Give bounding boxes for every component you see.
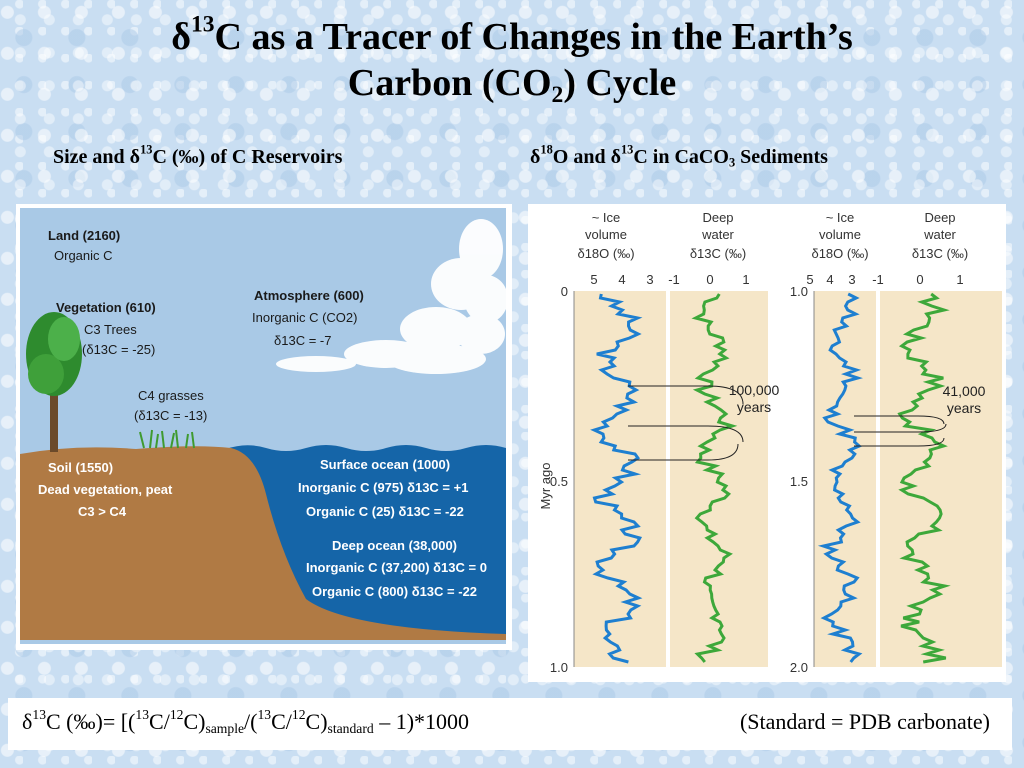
o18-tick: 3 (646, 272, 653, 287)
cycle-arrow (854, 415, 945, 425)
ice-label-2: volume (585, 227, 627, 242)
o18-tick: 5 (590, 272, 597, 287)
ice-label-2: volume (819, 227, 861, 242)
records-diagram: ~ Ice volume δ18O (‰) Deep water δ13C (‰… (528, 204, 1006, 682)
reservoirs-panel: Land (2160) Organic C Vegetation (610) C… (16, 204, 512, 650)
c4-line-1: C4 grasses (138, 388, 204, 403)
y-tick: 0.5 (550, 474, 568, 489)
deep-label-1: Deep (702, 210, 733, 225)
atmosphere-line-1: Inorganic C (CO2) (252, 310, 357, 325)
y-tick: 2.0 (790, 660, 808, 675)
y-axis-label: Myr ago (538, 463, 553, 510)
c13-curve (691, 293, 738, 663)
atmosphere-title: Atmosphere (600) (254, 288, 364, 303)
cycle-arrow (628, 443, 739, 461)
annotation-41k-2: years (947, 400, 981, 416)
surface-ocean-line-2: Organic C (25) δ13C = -22 (306, 504, 464, 519)
vegetation-line-1: C3 Trees (84, 322, 137, 337)
y-tick: 1.0 (550, 660, 568, 675)
cycle-arrow (854, 423, 947, 433)
records-panel: ~ Ice volume δ18O (‰) Deep water δ13C (‰… (528, 204, 1006, 682)
deep-label-2: water (701, 227, 734, 242)
land-sub: Organic C (54, 248, 113, 263)
soil-line-2: Dead vegetation, peat (38, 482, 173, 497)
vegetation-line-2: (δ13C = -25) (82, 342, 155, 357)
atmosphere-line-2: δ13C = -7 (274, 333, 331, 348)
annotation-41k-1: 41,000 (943, 383, 986, 399)
formula-box: δ13C (‰)= [(13C/12C)sample/(13C/12C)stan… (8, 698, 1012, 750)
deep-label-3: δ13C (‰) (690, 246, 746, 261)
o18-track-bg (814, 291, 876, 667)
c13-curve (897, 292, 951, 664)
delta-formula: δ13C (‰)= [(13C/12C)sample/(13C/12C)stan… (22, 706, 470, 737)
deep-ocean-line-2: Organic C (800) δ13C = -22 (312, 584, 477, 599)
reservoirs-diagram: Land (2160) Organic C Vegetation (610) C… (16, 204, 512, 650)
title-line-1: δ13C as a Tracer of Changes in the Earth… (171, 11, 853, 58)
soil-line-3: C3 > C4 (78, 504, 127, 519)
o18-curve (817, 292, 863, 663)
y-tick: 1.0 (790, 284, 808, 299)
soil-line-1: Soil (1550) (48, 460, 113, 475)
y-tick: 1.5 (790, 474, 808, 489)
surface-ocean-title: Surface ocean (1000) (320, 457, 450, 472)
o18-track-bg (574, 291, 666, 667)
c13-tick: 1 (956, 272, 963, 287)
o18-tick: 4 (826, 272, 833, 287)
annotation-100k-1: 100,000 (729, 382, 780, 398)
c13-tick: 0 (706, 272, 713, 287)
cycle-arrow (628, 425, 744, 443)
grass-icon (139, 429, 195, 449)
title-line-2: Carbon (CO2) Cycle (347, 62, 677, 109)
annotation-100k-2: years (737, 399, 771, 415)
cycle-arrow (854, 437, 945, 447)
record-1-2myr: ~ Ice volume δ18O (‰) Deep water δ13C (‰… (790, 210, 1002, 675)
deep-ocean-title: Deep ocean (38,000) (332, 538, 457, 553)
standard-note: (Standard = PDB carbonate) (739, 709, 990, 734)
surface-ocean-line-1: Inorganic C (975) δ13C = +1 (298, 480, 468, 495)
c4-line-2: (δ13C = -13) (134, 408, 207, 423)
ice-label-1: ~ Ice (592, 210, 621, 225)
record-0-1myr: ~ Ice volume δ18O (‰) Deep water δ13C (‰… (538, 210, 780, 675)
ice-label-3: δ18O (‰) (577, 246, 634, 261)
o18-curve (590, 293, 643, 664)
vegetation-title: Vegetation (610) (56, 300, 156, 315)
right-heading: δ18O and δ13C in CaCO3 Sediments (530, 142, 828, 170)
o18-tick: 4 (618, 272, 625, 287)
deep-ocean-line-1: Inorganic C (37,200) δ13C = 0 (306, 560, 487, 575)
ice-label-3: δ18O (‰) (811, 246, 868, 261)
slide-title: δ13C as a Tracer of Changes in the Earth… (0, 11, 1024, 109)
deep-label-2: water (923, 227, 956, 242)
y-tick: 0 (561, 284, 568, 299)
o18-tick: 3 (848, 272, 855, 287)
tree-icon (26, 312, 82, 452)
land-title: Land (2160) (48, 228, 120, 243)
left-heading: Size and δ13C (‰) of C Reservoirs (53, 142, 343, 168)
o18-tick: 5 (806, 272, 813, 287)
c13-tick: -1 (872, 272, 884, 287)
c13-tick: 0 (916, 272, 923, 287)
ice-label-1: ~ Ice (826, 210, 855, 225)
deep-label-3: δ13C (‰) (912, 246, 968, 261)
c13-track-bg (880, 291, 1002, 667)
deep-label-1: Deep (924, 210, 955, 225)
c13-tick: -1 (668, 272, 680, 287)
cycle-arrow (628, 385, 744, 405)
land (20, 446, 506, 640)
cloud (276, 219, 508, 374)
c13-tick: 1 (742, 272, 749, 287)
